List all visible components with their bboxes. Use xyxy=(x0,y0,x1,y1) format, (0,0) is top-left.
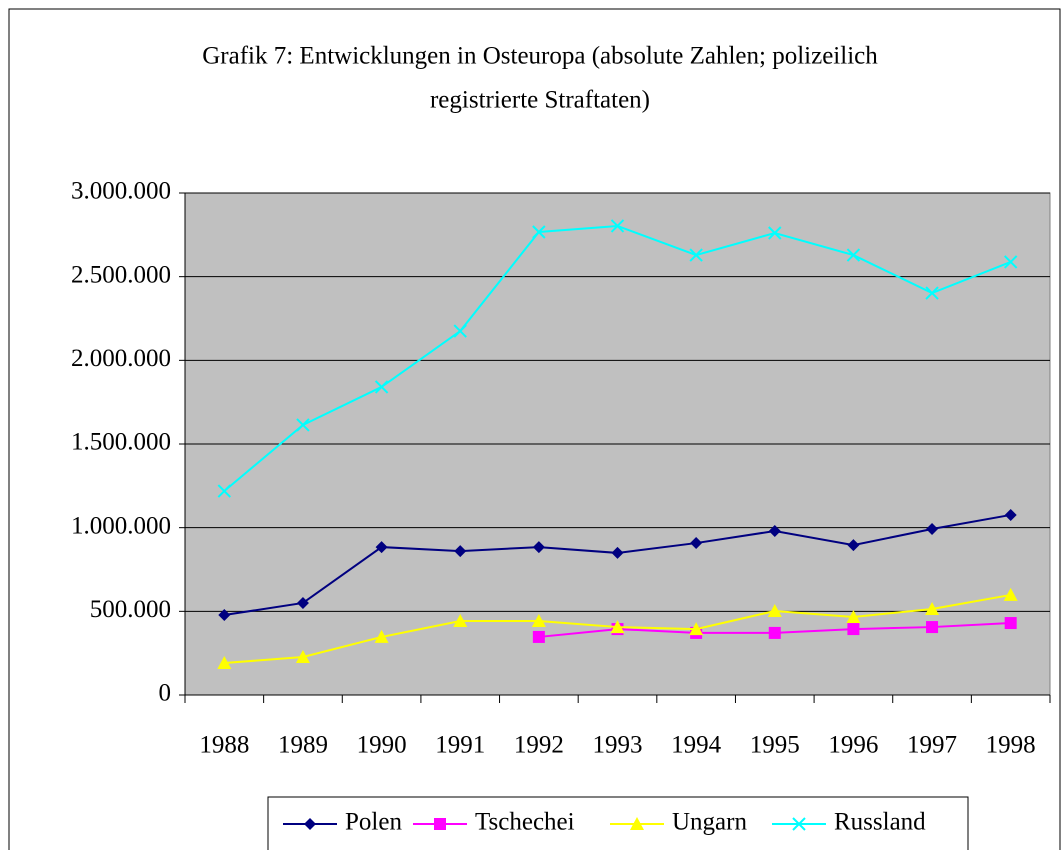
x-tick-label: 1993 xyxy=(593,732,643,759)
marker xyxy=(217,656,232,670)
marker xyxy=(630,817,644,830)
marker xyxy=(1003,587,1018,601)
y-tick-label: 3.000.000 xyxy=(71,178,171,205)
marker xyxy=(1003,255,1018,269)
marker xyxy=(925,286,939,300)
marker xyxy=(374,629,389,643)
marker xyxy=(768,226,782,240)
y-tick-label: 2.000.000 xyxy=(71,345,171,372)
x-tick-label: 1990 xyxy=(357,732,407,759)
marker xyxy=(1004,508,1017,521)
y-tick-label: 1.000.000 xyxy=(71,512,171,539)
marker xyxy=(532,541,545,554)
marker xyxy=(847,623,860,636)
marker xyxy=(1004,617,1017,630)
marker xyxy=(846,248,861,262)
chart-title: registrierte Straftaten) xyxy=(430,87,650,114)
x-tick-label: 1992 xyxy=(514,732,564,759)
y-tick-label: 500.000 xyxy=(90,596,171,623)
legend-label: Polen xyxy=(345,809,402,836)
marker xyxy=(767,603,782,617)
marker xyxy=(453,614,468,628)
marker xyxy=(374,380,389,394)
marker xyxy=(532,630,545,643)
marker xyxy=(217,484,232,498)
chart-title: Grafik 7: Entwicklungen in Osteuropa (ab… xyxy=(202,43,878,70)
y-tick-label: 1.500.000 xyxy=(71,429,171,456)
marker xyxy=(768,626,781,639)
x-tick-label: 1991 xyxy=(435,732,485,759)
y-tick-label: 0 xyxy=(159,680,172,707)
marker xyxy=(925,601,940,615)
x-tick-label: 1988 xyxy=(199,732,249,759)
marker xyxy=(296,596,309,609)
marker xyxy=(792,817,806,831)
marker xyxy=(532,225,546,239)
x-tick-label: 1994 xyxy=(671,732,722,759)
marker xyxy=(689,248,703,262)
marker xyxy=(690,537,703,550)
legend-label: Tschechei xyxy=(475,809,575,836)
marker xyxy=(846,610,861,624)
marker xyxy=(304,818,316,830)
legend-label: Russland xyxy=(834,809,926,836)
marker xyxy=(453,324,467,338)
legend-label: Ungarn xyxy=(672,809,747,836)
x-tick-label: 1989 xyxy=(278,732,328,759)
marker xyxy=(847,539,860,552)
marker xyxy=(375,541,388,554)
marker xyxy=(611,546,624,559)
marker xyxy=(926,621,939,634)
x-tick-label: 1998 xyxy=(986,732,1036,759)
marker xyxy=(531,614,546,628)
marker xyxy=(926,523,939,536)
x-tick-label: 1996 xyxy=(828,732,878,759)
marker xyxy=(434,818,446,830)
x-tick-label: 1995 xyxy=(750,732,800,759)
marker xyxy=(610,620,625,634)
marker xyxy=(689,622,704,636)
y-tick-label: 2.500.000 xyxy=(71,261,171,288)
marker xyxy=(768,525,781,538)
marker xyxy=(218,609,231,622)
marker xyxy=(610,219,625,233)
marker xyxy=(295,650,310,664)
x-tick-label: 1997 xyxy=(907,732,957,759)
marker xyxy=(454,545,467,558)
marker xyxy=(296,418,310,432)
